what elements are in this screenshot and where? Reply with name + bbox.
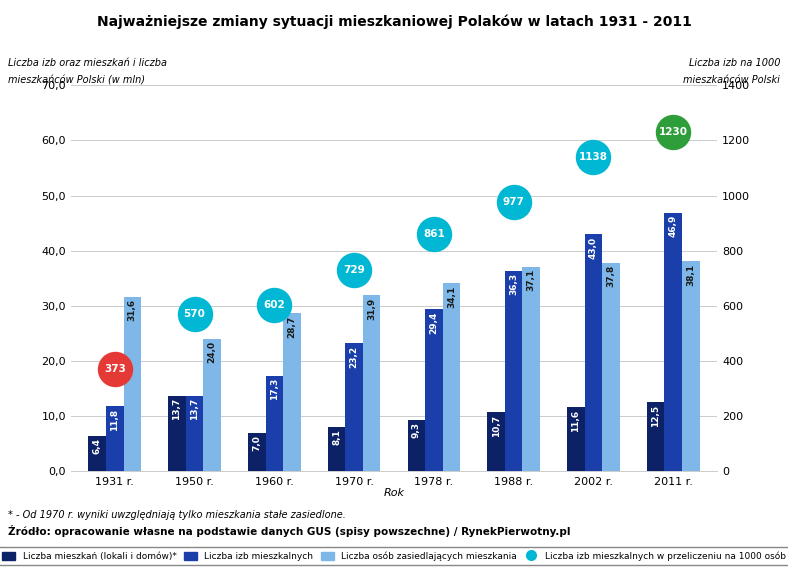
- Point: [348, 266, 360, 275]
- Text: 28,7: 28,7: [288, 315, 296, 337]
- Text: 37,1: 37,1: [526, 269, 536, 291]
- Text: Liczba izb oraz mieszkań i liczba: Liczba izb oraz mieszkań i liczba: [8, 58, 167, 68]
- Bar: [124, 297, 141, 471]
- Text: 29,4: 29,4: [429, 311, 438, 334]
- Text: 11,6: 11,6: [571, 410, 581, 432]
- Point: [188, 310, 201, 319]
- Text: 43,0: 43,0: [589, 236, 598, 258]
- Bar: [169, 396, 186, 471]
- Bar: [407, 420, 425, 471]
- Text: 602: 602: [263, 300, 285, 310]
- Text: Źródło: opracowanie własne na podstawie danych GUS (spisy powszechne) / RynekPie: Źródło: opracowanie własne na podstawie …: [8, 525, 571, 537]
- Text: Liczba izb na 1000: Liczba izb na 1000: [689, 58, 780, 68]
- Text: 12,5: 12,5: [651, 404, 660, 427]
- Bar: [345, 344, 363, 471]
- Text: 9,3: 9,3: [412, 423, 421, 438]
- Point: [268, 301, 281, 310]
- Text: 23,2: 23,2: [350, 346, 359, 367]
- Bar: [487, 412, 505, 471]
- Bar: [505, 271, 522, 471]
- Bar: [522, 267, 540, 471]
- Text: 570: 570: [184, 309, 206, 319]
- Text: 729: 729: [344, 265, 365, 275]
- Text: 13,7: 13,7: [173, 398, 181, 420]
- Bar: [248, 433, 266, 471]
- Bar: [106, 406, 124, 471]
- Text: 46,9: 46,9: [669, 215, 678, 237]
- Point: [587, 153, 600, 162]
- Point: [507, 197, 520, 206]
- Text: mieszkańców Polski: mieszkańców Polski: [683, 75, 780, 85]
- Bar: [425, 309, 443, 471]
- Text: 13,7: 13,7: [190, 398, 199, 420]
- Text: 10,7: 10,7: [492, 415, 500, 437]
- Bar: [363, 295, 381, 471]
- Bar: [602, 263, 619, 471]
- Bar: [328, 427, 345, 471]
- Text: 38,1: 38,1: [686, 264, 695, 286]
- Text: 31,9: 31,9: [367, 298, 376, 320]
- Text: 861: 861: [423, 229, 444, 239]
- Point: [109, 364, 121, 373]
- Text: 11,8: 11,8: [110, 408, 119, 431]
- Legend: Liczba mieszkań (lokali i domów)*, Liczba izb mieszkalnych, Liczba osób zasiedla: Liczba mieszkań (lokali i domów)*, Liczb…: [0, 547, 788, 565]
- Bar: [266, 376, 283, 471]
- Bar: [664, 212, 682, 471]
- Bar: [647, 403, 664, 471]
- Text: mieszkańców Polski (w mln): mieszkańców Polski (w mln): [8, 75, 145, 85]
- Text: 36,3: 36,3: [509, 273, 519, 295]
- Bar: [203, 339, 221, 471]
- Text: 373: 373: [104, 364, 126, 374]
- Bar: [88, 436, 106, 471]
- Text: 34,1: 34,1: [447, 286, 456, 308]
- Bar: [585, 234, 602, 471]
- Text: 31,6: 31,6: [128, 299, 137, 321]
- Text: 977: 977: [503, 197, 525, 207]
- Point: [428, 229, 440, 239]
- Text: 17,3: 17,3: [269, 378, 279, 400]
- Text: Najważniejsze zmiany sytuacji mieszkaniowej Polaków w latach 1931 - 2011: Najważniejsze zmiany sytuacji mieszkanio…: [97, 14, 691, 29]
- Bar: [283, 313, 301, 471]
- Bar: [567, 407, 585, 471]
- Text: 7,0: 7,0: [252, 435, 262, 451]
- Text: 1230: 1230: [659, 127, 688, 137]
- Text: 6,4: 6,4: [93, 438, 102, 454]
- Text: 24,0: 24,0: [207, 341, 217, 364]
- Bar: [186, 396, 203, 471]
- Bar: [443, 283, 460, 471]
- X-axis label: Rok: Rok: [384, 488, 404, 498]
- Text: 1138: 1138: [579, 152, 608, 162]
- Point: [667, 128, 679, 137]
- Bar: [682, 261, 700, 471]
- Text: * - Od 1970 r. wyniki uwzględniają tylko mieszkania stałe zasiedlone.: * - Od 1970 r. wyniki uwzględniają tylko…: [8, 509, 346, 520]
- Text: 37,8: 37,8: [607, 265, 615, 287]
- Text: 8,1: 8,1: [332, 429, 341, 445]
